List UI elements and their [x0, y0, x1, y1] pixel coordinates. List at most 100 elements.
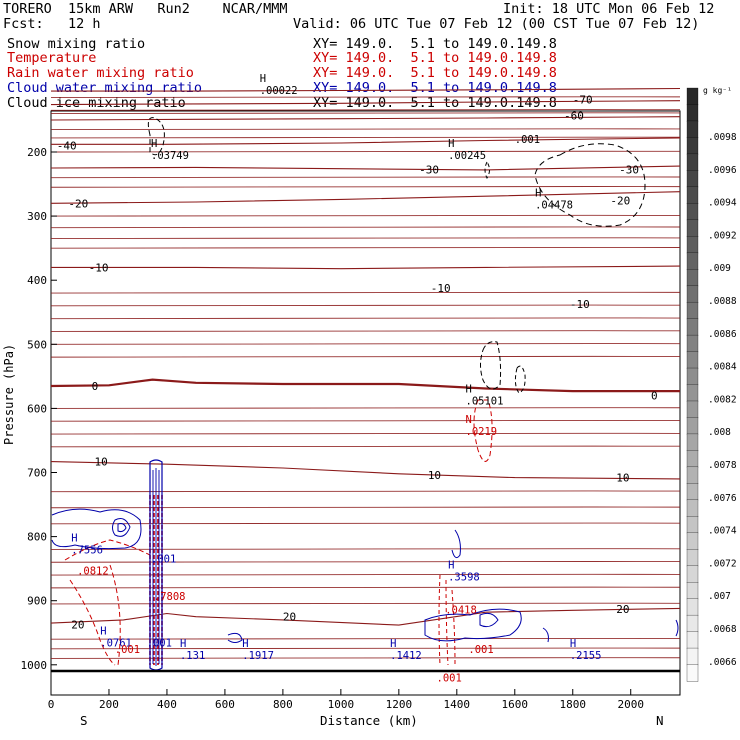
- y-tick-label: 300: [27, 210, 47, 223]
- max-value-label: .04478: [535, 200, 573, 212]
- y-tick-label: 900: [27, 595, 47, 608]
- max-value-label: .0418: [445, 605, 477, 617]
- colorbar-swatch: [686, 417, 699, 435]
- isotherm-line: [50, 304, 681, 307]
- colorbar-swatch: [686, 598, 699, 616]
- isotherm-line: [50, 317, 681, 320]
- cloud-water-contour: [227, 632, 243, 643]
- colorbar-swatch: [686, 400, 699, 419]
- isotherm-label: -40: [57, 140, 77, 153]
- isotherm-label: -10: [431, 282, 451, 295]
- isotherm-line: [50, 343, 681, 346]
- colorbar-tick-label: .0094: [708, 198, 737, 209]
- colorbar-swatch: [686, 285, 699, 303]
- distance-axis: 0 200 400 600 800 1000 1200 1400 1600 1800 2000: [48, 689, 644, 711]
- isotherm-label: 10: [616, 472, 629, 485]
- max-value-label: .05101: [466, 396, 504, 408]
- colorbar-tick-label: .0076: [708, 493, 737, 504]
- x-tick-label: 600: [215, 698, 235, 711]
- max-marker: H: [535, 188, 541, 200]
- maxima-labels: H.00022H.03749H.00245.001H.04478H.05101N…: [71, 73, 601, 685]
- colorbar-swatch: [686, 153, 699, 172]
- isotherm-label: -30: [619, 163, 639, 176]
- max-marker: H: [71, 532, 77, 544]
- max-value-label: .1917: [242, 650, 274, 662]
- isotherm-line: [50, 490, 681, 493]
- isotherm-label: 10: [428, 469, 441, 482]
- colorbar-swatch: [686, 614, 699, 633]
- colorbar-swatch: [686, 664, 699, 682]
- colorbar-swatch: [686, 483, 699, 501]
- cloud-water-contour: [675, 619, 679, 637]
- isotherm-line: [50, 226, 681, 229]
- colorbar-swatch: [686, 87, 699, 106]
- isotherm-line: [50, 586, 681, 589]
- isotherm-line: [50, 637, 681, 640]
- max-value-label: .3598: [448, 571, 480, 583]
- isotherm-line: [50, 246, 681, 249]
- isotherm-line: [50, 602, 681, 605]
- colorbar-swatch: [686, 433, 699, 452]
- snow-contour: [534, 143, 646, 227]
- colorbar-tick-label: .0092: [708, 230, 737, 241]
- isotherm-label: 0: [651, 390, 658, 403]
- colorbar-tick-label: .0098: [708, 132, 737, 143]
- legend-info-cloud-water: XY= 149.0. 5.1 to 149.0.149.8: [313, 80, 557, 96]
- isotherm-line: [50, 461, 681, 480]
- legend-name-rain: Rain water mixing ratio: [7, 65, 194, 81]
- max-marker: H: [448, 138, 454, 150]
- max-value-label: .2155: [570, 650, 602, 662]
- isotherm-line: [51, 265, 681, 270]
- isotherm-line: [50, 445, 681, 448]
- colorbar-tick-label: .0074: [708, 526, 737, 537]
- colorbar-tick-label: .009: [708, 263, 731, 274]
- colorbar-swatch: [686, 120, 699, 139]
- colorbar-swatch: [686, 351, 699, 369]
- colorbar-tick-label: .0088: [708, 296, 737, 307]
- colorbar-swatch: [686, 334, 699, 353]
- colorbar-tick-label: .0086: [708, 329, 737, 340]
- colorbar-tick-label: .0084: [708, 362, 737, 373]
- colorbar-swatch: [686, 647, 699, 666]
- y-tick-label: 1000: [21, 659, 48, 672]
- cloud-water-contour: [424, 608, 522, 642]
- isotherm-line: [50, 96, 681, 99]
- isotherm-line: [50, 191, 681, 204]
- colorbar-swatch: [686, 236, 699, 254]
- cloud-water-contour: [149, 459, 163, 671]
- hydrometeor-contours: [51, 117, 679, 671]
- y-tick-label: 700: [27, 467, 47, 480]
- valid-time: Valid: 06 UTC Tue 07 Feb 12 (00 CST Tue …: [293, 16, 700, 32]
- colorbar-swatch: [686, 631, 699, 649]
- cloud-water-contour: [479, 612, 499, 628]
- colorbar-unit: g kg⁻¹: [703, 86, 732, 95]
- isotherm-line: [50, 657, 681, 660]
- isotherm-label: 20: [616, 603, 629, 616]
- colorbar-swatch: [686, 219, 699, 237]
- isotherm-label: -20: [610, 195, 630, 208]
- colorbar-tick-label: .0068: [708, 624, 737, 635]
- x-axis-north-label: N: [656, 713, 664, 728]
- max-value-label: .131: [180, 650, 205, 662]
- cloud-water-contour: [542, 627, 549, 643]
- max-value-label: .001: [515, 134, 540, 146]
- cloud-water-contour: [152, 468, 160, 666]
- colorbar-swatch: [686, 466, 699, 484]
- max-value-label: .7808: [154, 591, 186, 603]
- isotherm-line: [50, 548, 681, 551]
- colorbar-swatch: [686, 450, 699, 468]
- legend-name-snow: Snow mixing ratio: [7, 36, 146, 52]
- x-tick-label: 1200: [386, 698, 413, 711]
- isotherm-line: [50, 150, 681, 153]
- cloud-water-contour: [117, 523, 127, 533]
- max-value-label: .1412: [390, 650, 422, 662]
- x-tick-label: 2000: [617, 698, 644, 711]
- plot-frame: [50, 110, 681, 696]
- isotherm-line: [50, 109, 681, 112]
- temperature-isotherms: -70 -60 -40 -30 -30 -20 -20 -10 -10 -10 0 0 10 10 10 20…: [50, 87, 681, 660]
- isotherm-line: [50, 100, 681, 106]
- max-value-label: .03749: [151, 150, 189, 162]
- isotherm-line: [50, 647, 681, 650]
- ice-contour: [147, 117, 165, 156]
